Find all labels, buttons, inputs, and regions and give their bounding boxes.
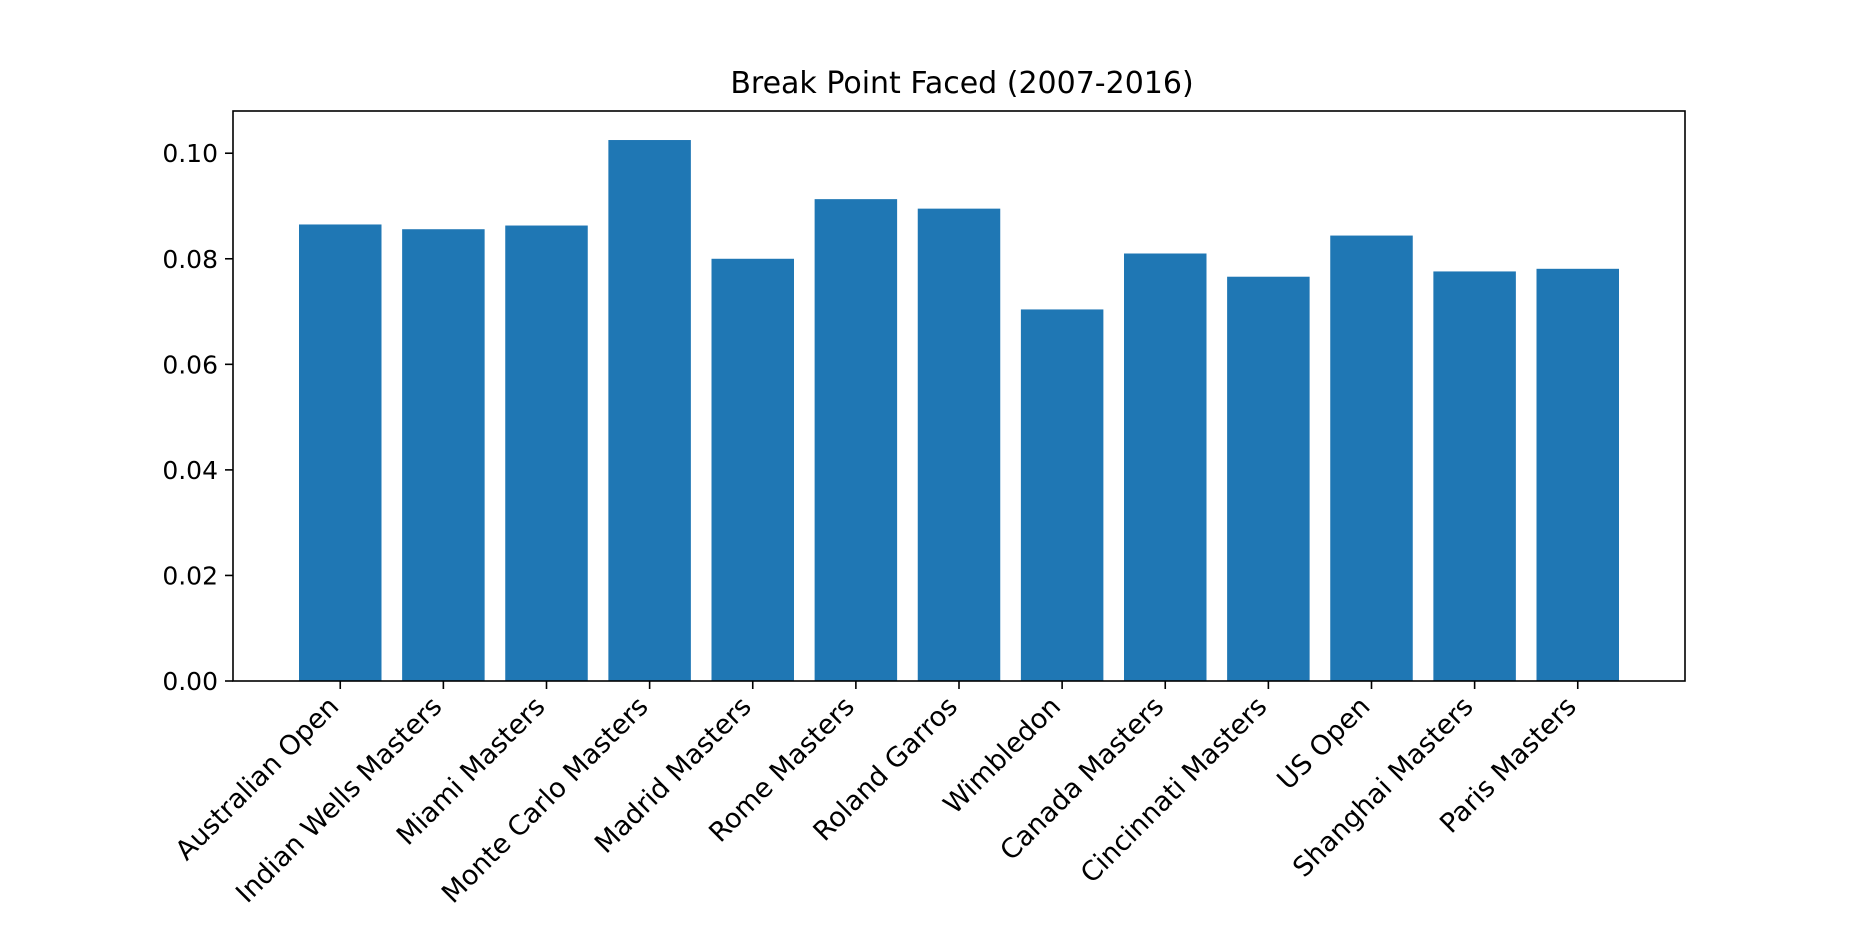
bar-us-open — [1330, 235, 1413, 681]
bar-australian-open — [299, 224, 382, 681]
bar-cincinnati-masters — [1227, 276, 1310, 681]
bar-shanghai-masters — [1433, 271, 1516, 681]
bars-layer — [299, 140, 1619, 681]
plot-frame — [232, 110, 1686, 682]
bar-miami-masters — [505, 225, 588, 681]
y-tick-label: 0.00 — [162, 667, 218, 696]
x-tick-label: Shanghai Masters — [1287, 691, 1479, 883]
x-tick-label: Monte Carlo Masters — [436, 691, 655, 910]
y-tick-label: 0.02 — [162, 561, 218, 590]
bar-canada-masters — [1124, 253, 1207, 681]
bar-monte-carlo-masters — [608, 140, 691, 681]
x-tick-label: Indian Wells Masters — [230, 691, 448, 909]
x-tick-label: Cincinnati Masters — [1075, 691, 1273, 889]
bar-madrid-masters — [711, 258, 794, 681]
bar-roland-garros — [917, 208, 1001, 681]
chart-title: Break Point Faced (2007-2016) — [730, 66, 1193, 101]
y-tick-label: 0.04 — [162, 456, 218, 485]
bar-paris-masters — [1536, 268, 1619, 681]
y-tick-label: 0.06 — [162, 350, 218, 379]
y-tick-label: 0.10 — [162, 139, 218, 168]
y-axis: 0.00 0.02 0.04 0.06 0.08 0.10 — [162, 139, 233, 696]
bar-wimbledon — [1020, 309, 1104, 681]
bar-indian-wells-masters — [402, 229, 485, 681]
bar-rome-masters — [814, 199, 898, 681]
y-tick-label: 0.08 — [162, 245, 218, 274]
x-tick-label: US Open — [1271, 691, 1376, 796]
